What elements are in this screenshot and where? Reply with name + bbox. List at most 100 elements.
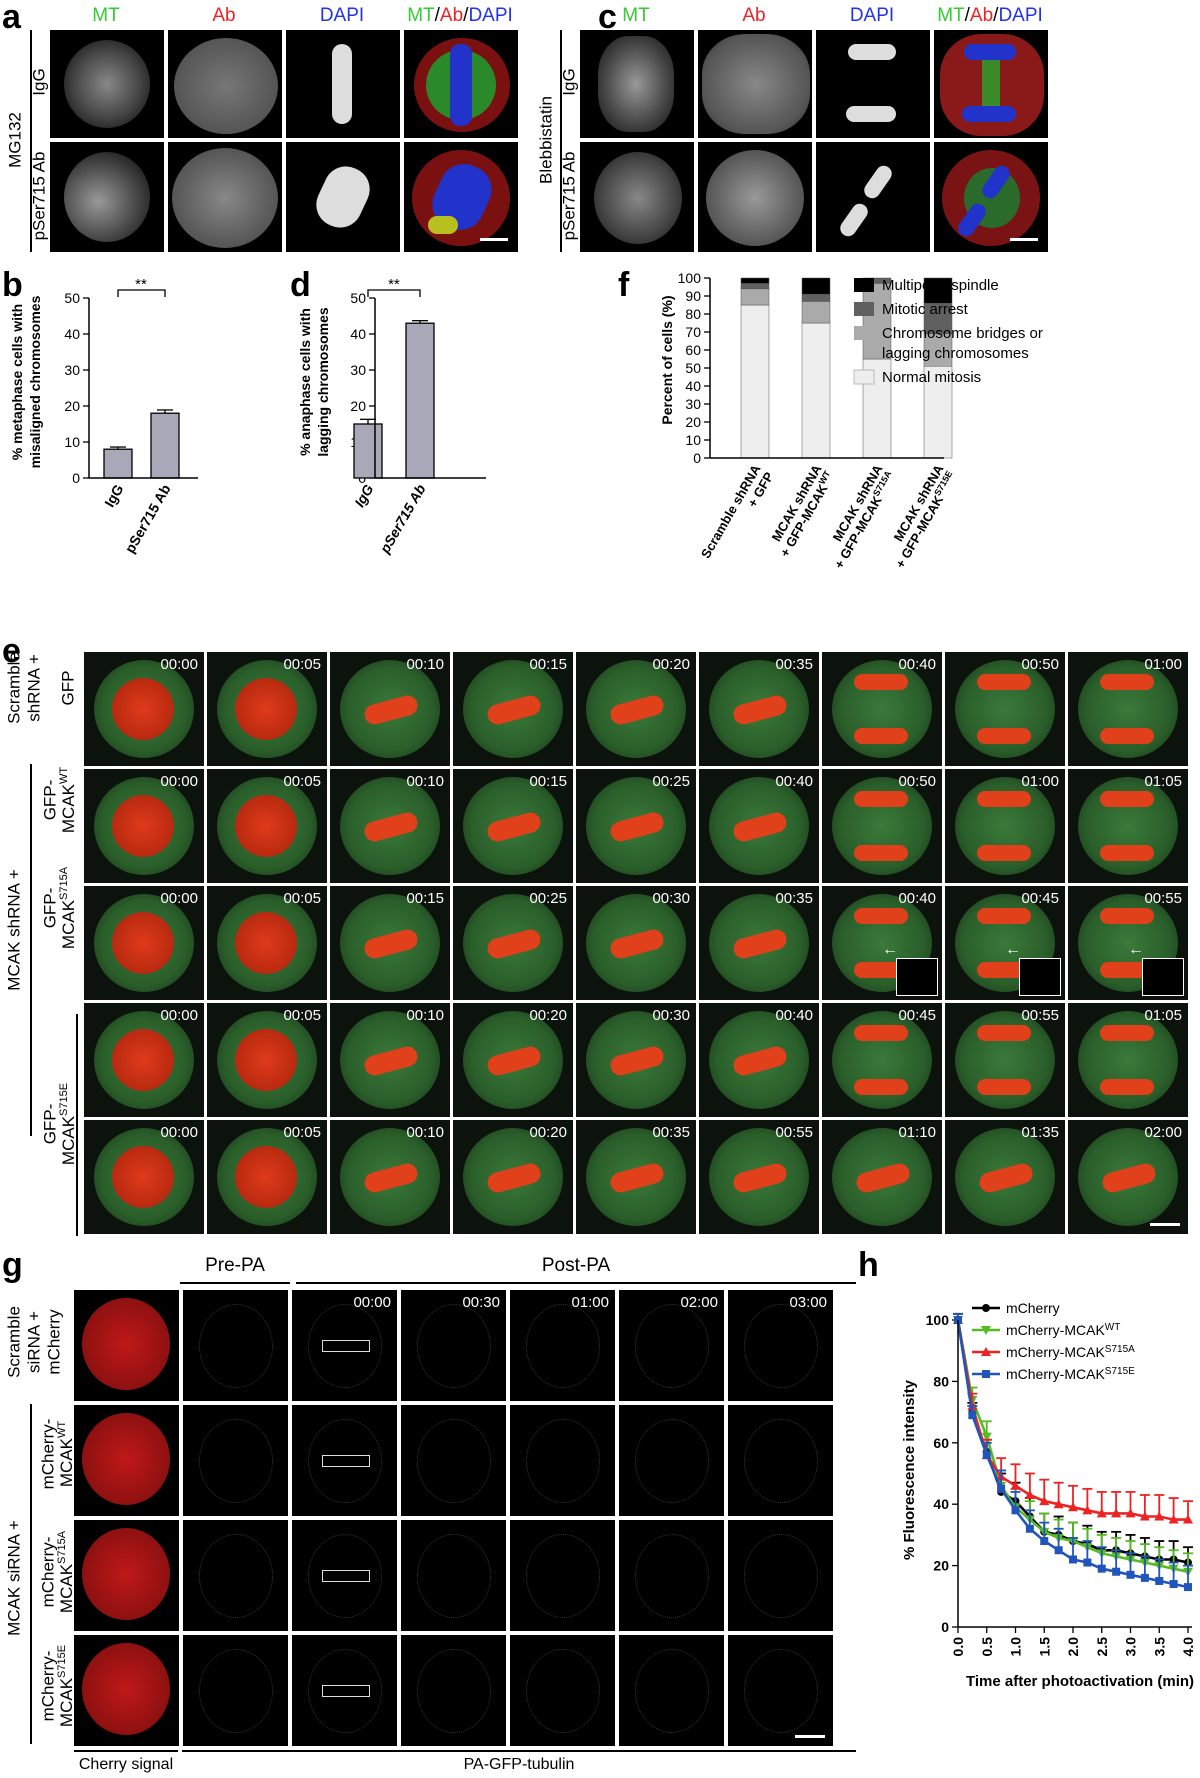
data-point <box>1025 1524 1034 1533</box>
spindle-outline <box>526 1304 600 1388</box>
row-label-igg: IgG <box>559 68 579 96</box>
pa-gfp-frame: 00:00 <box>292 1290 397 1401</box>
photoactivation-box <box>322 1685 370 1697</box>
panel-label-f: f <box>618 266 630 304</box>
chromosome-set <box>848 44 896 60</box>
spindle-outline <box>744 1649 818 1733</box>
row-label-sup: WT <box>58 766 71 784</box>
timelapse-frame: 00:10 <box>330 652 450 766</box>
x-tick-label: 3.5 <box>1151 1637 1167 1657</box>
micrograph-c-pser-ab <box>698 142 812 252</box>
spindle-outline <box>308 1304 382 1388</box>
row-label-sup: S715E <box>58 1082 71 1116</box>
cherry-cell <box>82 1643 170 1735</box>
timestamp: 01:05 <box>1144 773 1182 790</box>
timestamp: 01:00 <box>1144 656 1182 673</box>
timelapse-frame: 00:25 <box>576 769 696 883</box>
legend-name: mCherry-MCAK <box>1006 1344 1105 1360</box>
photoactivation-grid: 00:0000:3001:0002:0003:0000:0000:3001:00… <box>74 1290 864 1746</box>
timelapse-frame: 00:35 <box>576 1120 696 1234</box>
spindle-outline <box>417 1649 491 1733</box>
chromosome-set <box>977 728 1031 744</box>
chromosome-set <box>112 795 174 857</box>
timelapse-frame: 00:45 <box>822 1003 942 1117</box>
g-row-label-s715a-line1: mCherry- <box>38 1536 58 1608</box>
timestamp: 00:20 <box>529 1007 567 1024</box>
bracket-line <box>30 30 32 252</box>
category-label: Scramble shRNA+ GFP <box>698 461 777 568</box>
spindle-outline <box>526 1419 600 1503</box>
row-label-sup: S715A <box>58 866 71 900</box>
timestamp: 01:35 <box>1021 1124 1059 1141</box>
data-point <box>1111 1508 1122 1518</box>
scale-bar <box>1150 1223 1180 1226</box>
timestamp: 00:55 <box>775 1124 813 1141</box>
chromosome-set <box>1100 1079 1154 1095</box>
chromosome-set <box>854 791 908 807</box>
timelapse-frame: 00:05 <box>207 1003 327 1117</box>
data-point <box>1169 1580 1178 1589</box>
data-point <box>1053 1499 1064 1509</box>
stacked-segment <box>740 277 770 284</box>
panel-label-b: b <box>2 266 23 304</box>
chromosome-set <box>1100 845 1154 861</box>
data-point <box>981 1432 992 1442</box>
timestamp: 00:50 <box>898 773 936 790</box>
timelapse-frame: 00:40 <box>699 1003 819 1117</box>
category-label: MCAK shRNA+ GFP-MCAKS715A <box>818 461 899 571</box>
row-label-gfp-s715a-line1: GFP- <box>40 887 60 929</box>
data-point <box>1155 1576 1164 1585</box>
legend-sup: S715A <box>1105 1344 1135 1355</box>
timestamp: 00:00 <box>160 1124 198 1141</box>
timelapse-frame: 00:15 <box>453 769 573 883</box>
chromosome-set <box>235 1029 297 1091</box>
data-point <box>1125 1508 1136 1518</box>
stacked-segment <box>862 283 892 360</box>
chromosome-set <box>964 44 1016 60</box>
stacked-segment <box>740 304 770 459</box>
chromosome-set <box>977 845 1031 861</box>
chromosome-set <box>977 674 1031 690</box>
timestamp: 00:20 <box>529 1124 567 1141</box>
micrograph-a-igg-ab <box>168 30 282 138</box>
timelapse-frame: 00:05 <box>207 886 327 1000</box>
timestamp: 00:15 <box>529 773 567 790</box>
chromosome-set <box>1100 1025 1154 1041</box>
chart-d-ylabel-line1: % anaphase cells with <box>297 308 313 456</box>
y-tick-label: 60 <box>685 342 701 358</box>
data-point <box>1040 1537 1049 1546</box>
g-group-bracket <box>30 1404 32 1744</box>
timestamp: 00:55 <box>1144 890 1182 907</box>
row-label-pser715: pSer715 Ab <box>29 151 49 241</box>
treatment-label-mg132: MG132 <box>5 112 25 168</box>
timestamp: 00:45 <box>898 1007 936 1024</box>
row-label-sup: S715E <box>56 1644 69 1678</box>
header-post-pa: Post-PA <box>541 1255 611 1276</box>
spindle-outline <box>744 1304 818 1388</box>
stacked-segment <box>923 333 953 367</box>
pa-gfp-frame: 00:00 <box>292 1405 397 1516</box>
data-point <box>1184 1583 1192 1592</box>
header-merge: MT/Ab/DAPI <box>934 6 1046 25</box>
y-tick-label: 80 <box>685 306 701 322</box>
y-tick-label: 0 <box>693 450 701 466</box>
chart-b-ylabel-line1: % metaphase cells with <box>9 304 25 460</box>
y-tick-label: 20 <box>685 414 701 430</box>
timestamp: 00:05 <box>283 656 321 673</box>
row-label-mcak: MCAK <box>58 1115 78 1166</box>
timelapse-frame: 01:35 <box>945 1120 1065 1234</box>
y-tick-label: 80 <box>933 1373 949 1389</box>
data-point <box>1024 1489 1035 1499</box>
pa-gfp-frame: 01:00 <box>510 1520 615 1631</box>
g-row-label-mcak-sirna: MCAK siRNA + <box>4 1520 24 1636</box>
chromosome-plate <box>450 44 472 126</box>
micrograph-a-pser-merge <box>404 142 518 252</box>
y-tick-label: 20 <box>64 398 80 414</box>
chromosome-set <box>854 1079 908 1095</box>
spindle-outline <box>635 1649 709 1733</box>
chromosome-set <box>854 908 908 924</box>
header-merge-slash2: / <box>463 5 469 26</box>
panel-label-d: d <box>290 266 311 304</box>
pa-gfp-frame: 01:00 <box>510 1405 615 1516</box>
timelapse-frame: 00:35 <box>699 886 819 1000</box>
